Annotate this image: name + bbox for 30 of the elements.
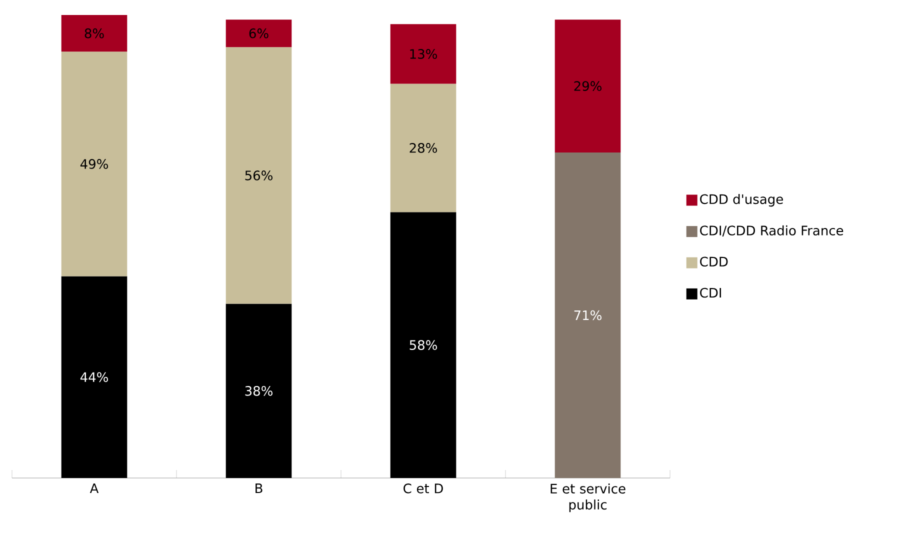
bar — [61, 52, 128, 276]
bar — [390, 212, 456, 478]
data-label: 58% — [410, 340, 437, 350]
data-label: 44% — [80, 372, 108, 382]
bar — [390, 24, 456, 84]
legend-label: CDI — [700, 288, 721, 298]
data-label: 8% — [84, 28, 104, 38]
bar — [226, 304, 292, 478]
bar — [390, 84, 456, 212]
bar — [554, 152, 621, 478]
x-tick-label: A — [90, 484, 99, 493]
data-label: 6% — [249, 28, 268, 38]
legend-label: CDI/CDD Radio France — [700, 225, 844, 236]
bar — [61, 276, 128, 478]
data-label: 38% — [245, 386, 272, 396]
bar — [554, 20, 621, 153]
x-tick-label: E et service public — [550, 484, 626, 512]
x-tick-label: B — [256, 484, 262, 493]
data-label: 13% — [410, 49, 437, 59]
bar — [61, 14, 128, 52]
data-label: 56% — [245, 170, 272, 180]
data-label: 29% — [574, 81, 602, 91]
bar — [226, 20, 292, 48]
data-label: 71% — [574, 310, 602, 320]
x-tick-label: C et D — [404, 484, 443, 494]
data-label: 49% — [80, 159, 108, 169]
legend-label: CDD — [700, 256, 728, 267]
legend-label: CDD d'usage — [700, 194, 783, 207]
data-label: 28% — [410, 143, 437, 153]
bar — [226, 47, 292, 304]
